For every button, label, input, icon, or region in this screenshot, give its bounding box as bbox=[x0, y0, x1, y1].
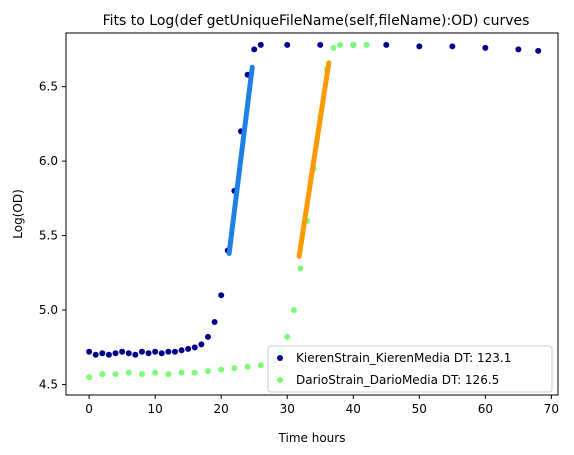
data-point-series-0-17 bbox=[198, 341, 205, 348]
data-point-series-1-6 bbox=[165, 371, 172, 378]
y-tick-label-0: 4.5 bbox=[39, 378, 58, 392]
data-point-series-1-17 bbox=[290, 307, 297, 314]
y-tick-label-2: 5.5 bbox=[39, 229, 58, 243]
data-point-series-0-3 bbox=[105, 351, 112, 358]
data-point-series-1-12 bbox=[244, 363, 251, 370]
data-point-series-1-8 bbox=[191, 369, 198, 376]
x-tick-label-7: 70 bbox=[544, 402, 559, 416]
data-point-series-0-16 bbox=[191, 344, 198, 351]
data-point-series-0-2 bbox=[99, 350, 106, 357]
y-tick-label-4: 6.5 bbox=[39, 80, 58, 94]
data-point-series-1-10 bbox=[218, 366, 225, 373]
plot-frame bbox=[65, 32, 559, 396]
data-point-series-1-26 bbox=[363, 41, 370, 48]
data-point-series-1-3 bbox=[125, 369, 132, 376]
y-axis-label: Log(OD) bbox=[11, 189, 25, 238]
data-point-series-1-2 bbox=[112, 371, 119, 378]
data-point-series-0-14 bbox=[178, 347, 185, 354]
data-point-series-1-7 bbox=[178, 369, 185, 376]
legend-marker-dario bbox=[277, 377, 283, 383]
y-tick-label-1: 5.0 bbox=[39, 303, 58, 317]
data-point-series-0-7 bbox=[132, 351, 139, 358]
fit-line-series-0 bbox=[226, 64, 255, 256]
y-tick-label-3: 6.0 bbox=[39, 154, 58, 168]
legend: KierenStrain_KierenMedia DT: 123.1 Dario… bbox=[267, 345, 553, 393]
data-point-series-1-13 bbox=[257, 362, 264, 369]
data-point-series-0-6 bbox=[125, 350, 132, 357]
legend-label-dario: DarioStrain_DarioMedia DT: 126.5 bbox=[296, 373, 499, 387]
data-point-series-1-24 bbox=[337, 41, 344, 48]
fit-line-series-1 bbox=[296, 60, 332, 259]
data-point-series-0-20 bbox=[218, 292, 225, 299]
data-point-series-0-27 bbox=[284, 41, 291, 48]
x-tick-label-4: 40 bbox=[346, 402, 361, 416]
data-point-series-1-18 bbox=[297, 265, 304, 272]
data-point-series-1-25 bbox=[350, 41, 357, 48]
data-point-series-0-30 bbox=[383, 41, 390, 48]
x-tick-label-1: 10 bbox=[148, 402, 163, 416]
data-point-series-0-26 bbox=[257, 41, 264, 48]
data-point-series-0-15 bbox=[185, 345, 192, 352]
data-point-series-0-0 bbox=[86, 348, 93, 355]
data-point-series-0-33 bbox=[482, 44, 489, 51]
data-point-series-0-19 bbox=[211, 319, 218, 326]
x-tick-label-3: 30 bbox=[280, 402, 295, 416]
data-point-series-0-25 bbox=[251, 46, 258, 53]
x-axis: 0 10 20 30 40 50 60 70 bbox=[85, 395, 559, 416]
data-point-series-1-4 bbox=[138, 371, 145, 378]
data-point-series-0-31 bbox=[416, 43, 423, 50]
data-point-series-0-12 bbox=[165, 348, 172, 355]
legend-box bbox=[267, 345, 553, 393]
data-point-series-1-5 bbox=[152, 369, 159, 376]
data-point-series-0-18 bbox=[204, 333, 211, 340]
y-axis: 4.5 5.0 5.5 6.0 6.5 bbox=[39, 80, 66, 392]
data-point-series-0-13 bbox=[171, 348, 178, 355]
points-layer bbox=[86, 41, 542, 381]
data-point-series-0-35 bbox=[535, 47, 542, 54]
legend-label-kieren: KierenStrain_KierenMedia DT: 123.1 bbox=[296, 351, 511, 365]
data-point-series-0-5 bbox=[119, 348, 126, 355]
x-tick-label-6: 60 bbox=[478, 402, 493, 416]
data-point-series-1-0 bbox=[86, 374, 93, 381]
data-point-series-0-4 bbox=[112, 350, 119, 357]
data-point-series-1-23 bbox=[330, 44, 337, 51]
data-point-series-1-1 bbox=[99, 371, 106, 378]
data-point-series-0-11 bbox=[158, 350, 165, 357]
data-point-series-0-10 bbox=[152, 348, 159, 355]
x-tick-label-5: 50 bbox=[412, 402, 427, 416]
data-point-series-0-1 bbox=[92, 351, 99, 358]
x-tick-label-2: 20 bbox=[214, 402, 229, 416]
chart-title: Fits to Log(def getUniqueFileName(self,f… bbox=[103, 13, 530, 29]
x-tick-label-0: 0 bbox=[85, 402, 93, 416]
data-point-series-0-8 bbox=[138, 348, 145, 355]
fit-layer bbox=[226, 60, 332, 259]
data-point-series-1-9 bbox=[204, 368, 211, 375]
data-point-series-1-11 bbox=[231, 365, 238, 372]
data-point-series-0-32 bbox=[449, 43, 456, 50]
data-point-series-0-9 bbox=[145, 350, 152, 357]
x-axis-label: Time hours bbox=[278, 431, 346, 445]
data-point-series-0-28 bbox=[317, 41, 324, 48]
legend-marker-kieren bbox=[277, 355, 283, 361]
data-point-series-1-16 bbox=[284, 333, 291, 340]
data-point-series-0-34 bbox=[515, 46, 522, 53]
